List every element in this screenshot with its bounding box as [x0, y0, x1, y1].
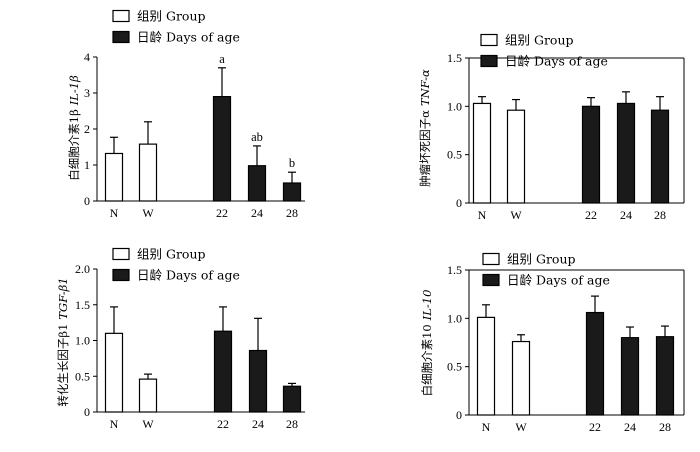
- bar-22: [213, 330, 233, 413]
- significance-label: b: [289, 156, 295, 170]
- x-tick-label: 22: [216, 206, 228, 220]
- significance-label: ab: [251, 130, 263, 144]
- y-axis-label-en: IL-1β: [67, 75, 81, 106]
- bar-W: [138, 143, 158, 202]
- x-tick-label: 24: [252, 417, 264, 431]
- y-tick-label: 4: [84, 50, 90, 64]
- x-tick-label: N: [110, 417, 119, 431]
- x-tick-label: W: [515, 420, 527, 434]
- y-axis-label-cn: 肿瘤坏死因子α: [418, 110, 432, 187]
- bar-N: [472, 102, 492, 204]
- bar-28: [282, 385, 302, 413]
- bar-22: [581, 105, 601, 204]
- x-tick-label: 28: [659, 420, 671, 434]
- x-tick-label: N: [482, 420, 491, 434]
- y-axis-label: 白细胞介素10 IL-10: [420, 290, 434, 397]
- legend-label-age: 日龄 Days of age: [507, 273, 610, 288]
- y-tick-label: 0: [456, 196, 462, 210]
- legend-label-group: 组别 Group: [137, 9, 206, 24]
- y-tick-label: 1.0: [447, 99, 462, 113]
- chart-panel-2: 0 0.5 1.0 1.5 N W 22 24 28 组别 Group 日龄 Days of age…: [418, 33, 685, 222]
- x-tick-label: 22: [585, 208, 597, 222]
- y-tick-label: 0.5: [447, 148, 462, 162]
- bar-N: [104, 152, 124, 202]
- legend: 组别 Group 日龄 Days of age: [112, 9, 240, 45]
- legend-swatch-group: [112, 9, 130, 23]
- y-tick-label: 1.0: [447, 311, 462, 325]
- x-tick-label: 22: [589, 420, 601, 434]
- bar-28: [282, 182, 302, 202]
- legend: 组别 Group 日龄 Days of age: [480, 33, 608, 69]
- legend-swatch-group: [480, 33, 498, 47]
- y-axis-label-en: TNF-α: [418, 69, 432, 106]
- y-tick-label: 2: [84, 122, 90, 136]
- legend-swatch-group: [112, 247, 130, 261]
- x-tick-label: W: [142, 206, 154, 220]
- bar-W: [506, 109, 526, 204]
- y-tick-label: 3: [84, 86, 90, 100]
- y-axis-label-cn: 白细胞介素1β: [67, 109, 81, 181]
- x-tick-label: N: [110, 206, 119, 220]
- bar-24: [247, 165, 267, 202]
- bar-22: [585, 311, 605, 416]
- y-tick-label: 1.5: [447, 263, 462, 277]
- chart-panel-1: 0 1 2 3 4 N W 22 a 24 ab 28 b 组别 Group 日龄 Days of age 白…: [67, 9, 305, 220]
- y-tick-label: 1.0: [75, 334, 90, 348]
- legend-swatch-age: [480, 54, 498, 68]
- y-tick-label: 2.0: [75, 262, 90, 276]
- legend: 组别 Group 日龄 Days of age: [112, 247, 240, 283]
- bar-28: [655, 336, 675, 416]
- y-tick-label: 0: [456, 408, 462, 422]
- significance-label: a: [219, 52, 225, 66]
- legend: 组别 Group 日龄 Days of age: [482, 252, 610, 288]
- x-tick-label: W: [142, 417, 154, 431]
- bar-24: [620, 337, 640, 416]
- x-tick-label: 22: [217, 417, 229, 431]
- y-axis-label: 转化生长因子β1 TGF-β1: [56, 277, 70, 406]
- x-tick-label: 28: [286, 417, 298, 431]
- y-tick-label: 0: [84, 405, 90, 419]
- legend-label-age: 日龄 Days of age: [505, 54, 608, 69]
- x-tick-label: N: [478, 208, 487, 222]
- x-tick-label: 28: [286, 206, 298, 220]
- y-tick-label: 0.5: [75, 369, 90, 383]
- legend-label-group: 组别 Group: [505, 33, 574, 48]
- y-axis-label: 白细胞介素1β IL-1β: [67, 75, 81, 181]
- bar-24: [616, 102, 636, 204]
- x-tick-label: 24: [251, 206, 263, 220]
- bar-N: [476, 316, 496, 416]
- legend-label-group: 组别 Group: [137, 247, 206, 262]
- legend-label-age: 日龄 Days of age: [137, 268, 240, 283]
- y-tick-label: 0.5: [447, 360, 462, 374]
- legend-label-group: 组别 Group: [507, 252, 576, 267]
- y-axis-label: 肿瘤坏死因子α TNF-α: [418, 69, 432, 187]
- y-tick-label: 0: [84, 194, 90, 208]
- legend-swatch-group: [482, 252, 500, 266]
- bar-W: [511, 340, 531, 416]
- bar-24: [248, 349, 268, 413]
- x-tick-label: 24: [620, 208, 632, 222]
- x-tick-label: 28: [654, 208, 666, 222]
- y-tick-label: 1.5: [75, 298, 90, 312]
- chart-panel-4: 0 0.5 1.0 1.5 N W 22 24 28 组别 Group 日龄 Days of age…: [420, 252, 685, 434]
- legend-swatch-age: [112, 268, 130, 282]
- y-axis-label-cn: 白细胞介素10: [420, 324, 434, 396]
- y-axis-label-cn: 转化生长因子β1: [56, 324, 70, 407]
- bar-N: [104, 332, 124, 413]
- chart-panel-3: 0 0.5 1.0 1.5 2.0 N W 22 24 28 组别 Group 日龄 Days of …: [56, 247, 305, 431]
- y-axis-label-en: TGF-β1: [56, 277, 70, 319]
- y-axis-label-en: IL-10: [420, 290, 434, 322]
- y-tick-label: 1.5: [447, 51, 462, 65]
- x-tick-label: 24: [624, 420, 636, 434]
- bar-W: [138, 378, 158, 413]
- bar-28: [650, 109, 670, 204]
- legend-swatch-age: [112, 30, 130, 44]
- legend-label-age: 日龄 Days of age: [137, 30, 240, 45]
- y-tick-label: 1: [84, 158, 90, 172]
- legend-swatch-age: [482, 273, 500, 287]
- bar-22: [212, 95, 232, 202]
- x-tick-label: W: [510, 208, 522, 222]
